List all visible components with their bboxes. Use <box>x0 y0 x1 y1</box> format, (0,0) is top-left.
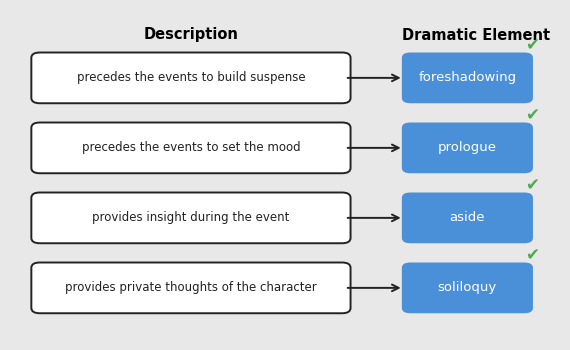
FancyBboxPatch shape <box>31 122 351 173</box>
Text: ✔: ✔ <box>526 246 539 264</box>
Text: ✔: ✔ <box>526 176 539 194</box>
Text: Description: Description <box>144 28 238 42</box>
Text: ✔: ✔ <box>526 106 539 124</box>
Text: foreshadowing: foreshadowing <box>418 71 516 84</box>
Text: soliloquy: soliloquy <box>438 281 497 294</box>
Text: provides insight during the event: provides insight during the event <box>92 211 290 224</box>
FancyBboxPatch shape <box>402 122 533 173</box>
Text: precedes the events to set the mood: precedes the events to set the mood <box>82 141 300 154</box>
FancyBboxPatch shape <box>402 262 533 313</box>
FancyBboxPatch shape <box>31 52 351 103</box>
FancyBboxPatch shape <box>402 52 533 103</box>
FancyBboxPatch shape <box>31 262 351 313</box>
Text: prologue: prologue <box>438 141 497 154</box>
Text: Dramatic Element: Dramatic Element <box>402 28 550 42</box>
Text: aside: aside <box>450 211 485 224</box>
Text: precedes the events to build suspense: precedes the events to build suspense <box>76 71 306 84</box>
Text: ✔: ✔ <box>526 36 539 54</box>
Text: provides private thoughts of the character: provides private thoughts of the charact… <box>65 281 317 294</box>
FancyBboxPatch shape <box>402 193 533 243</box>
FancyBboxPatch shape <box>31 193 351 243</box>
